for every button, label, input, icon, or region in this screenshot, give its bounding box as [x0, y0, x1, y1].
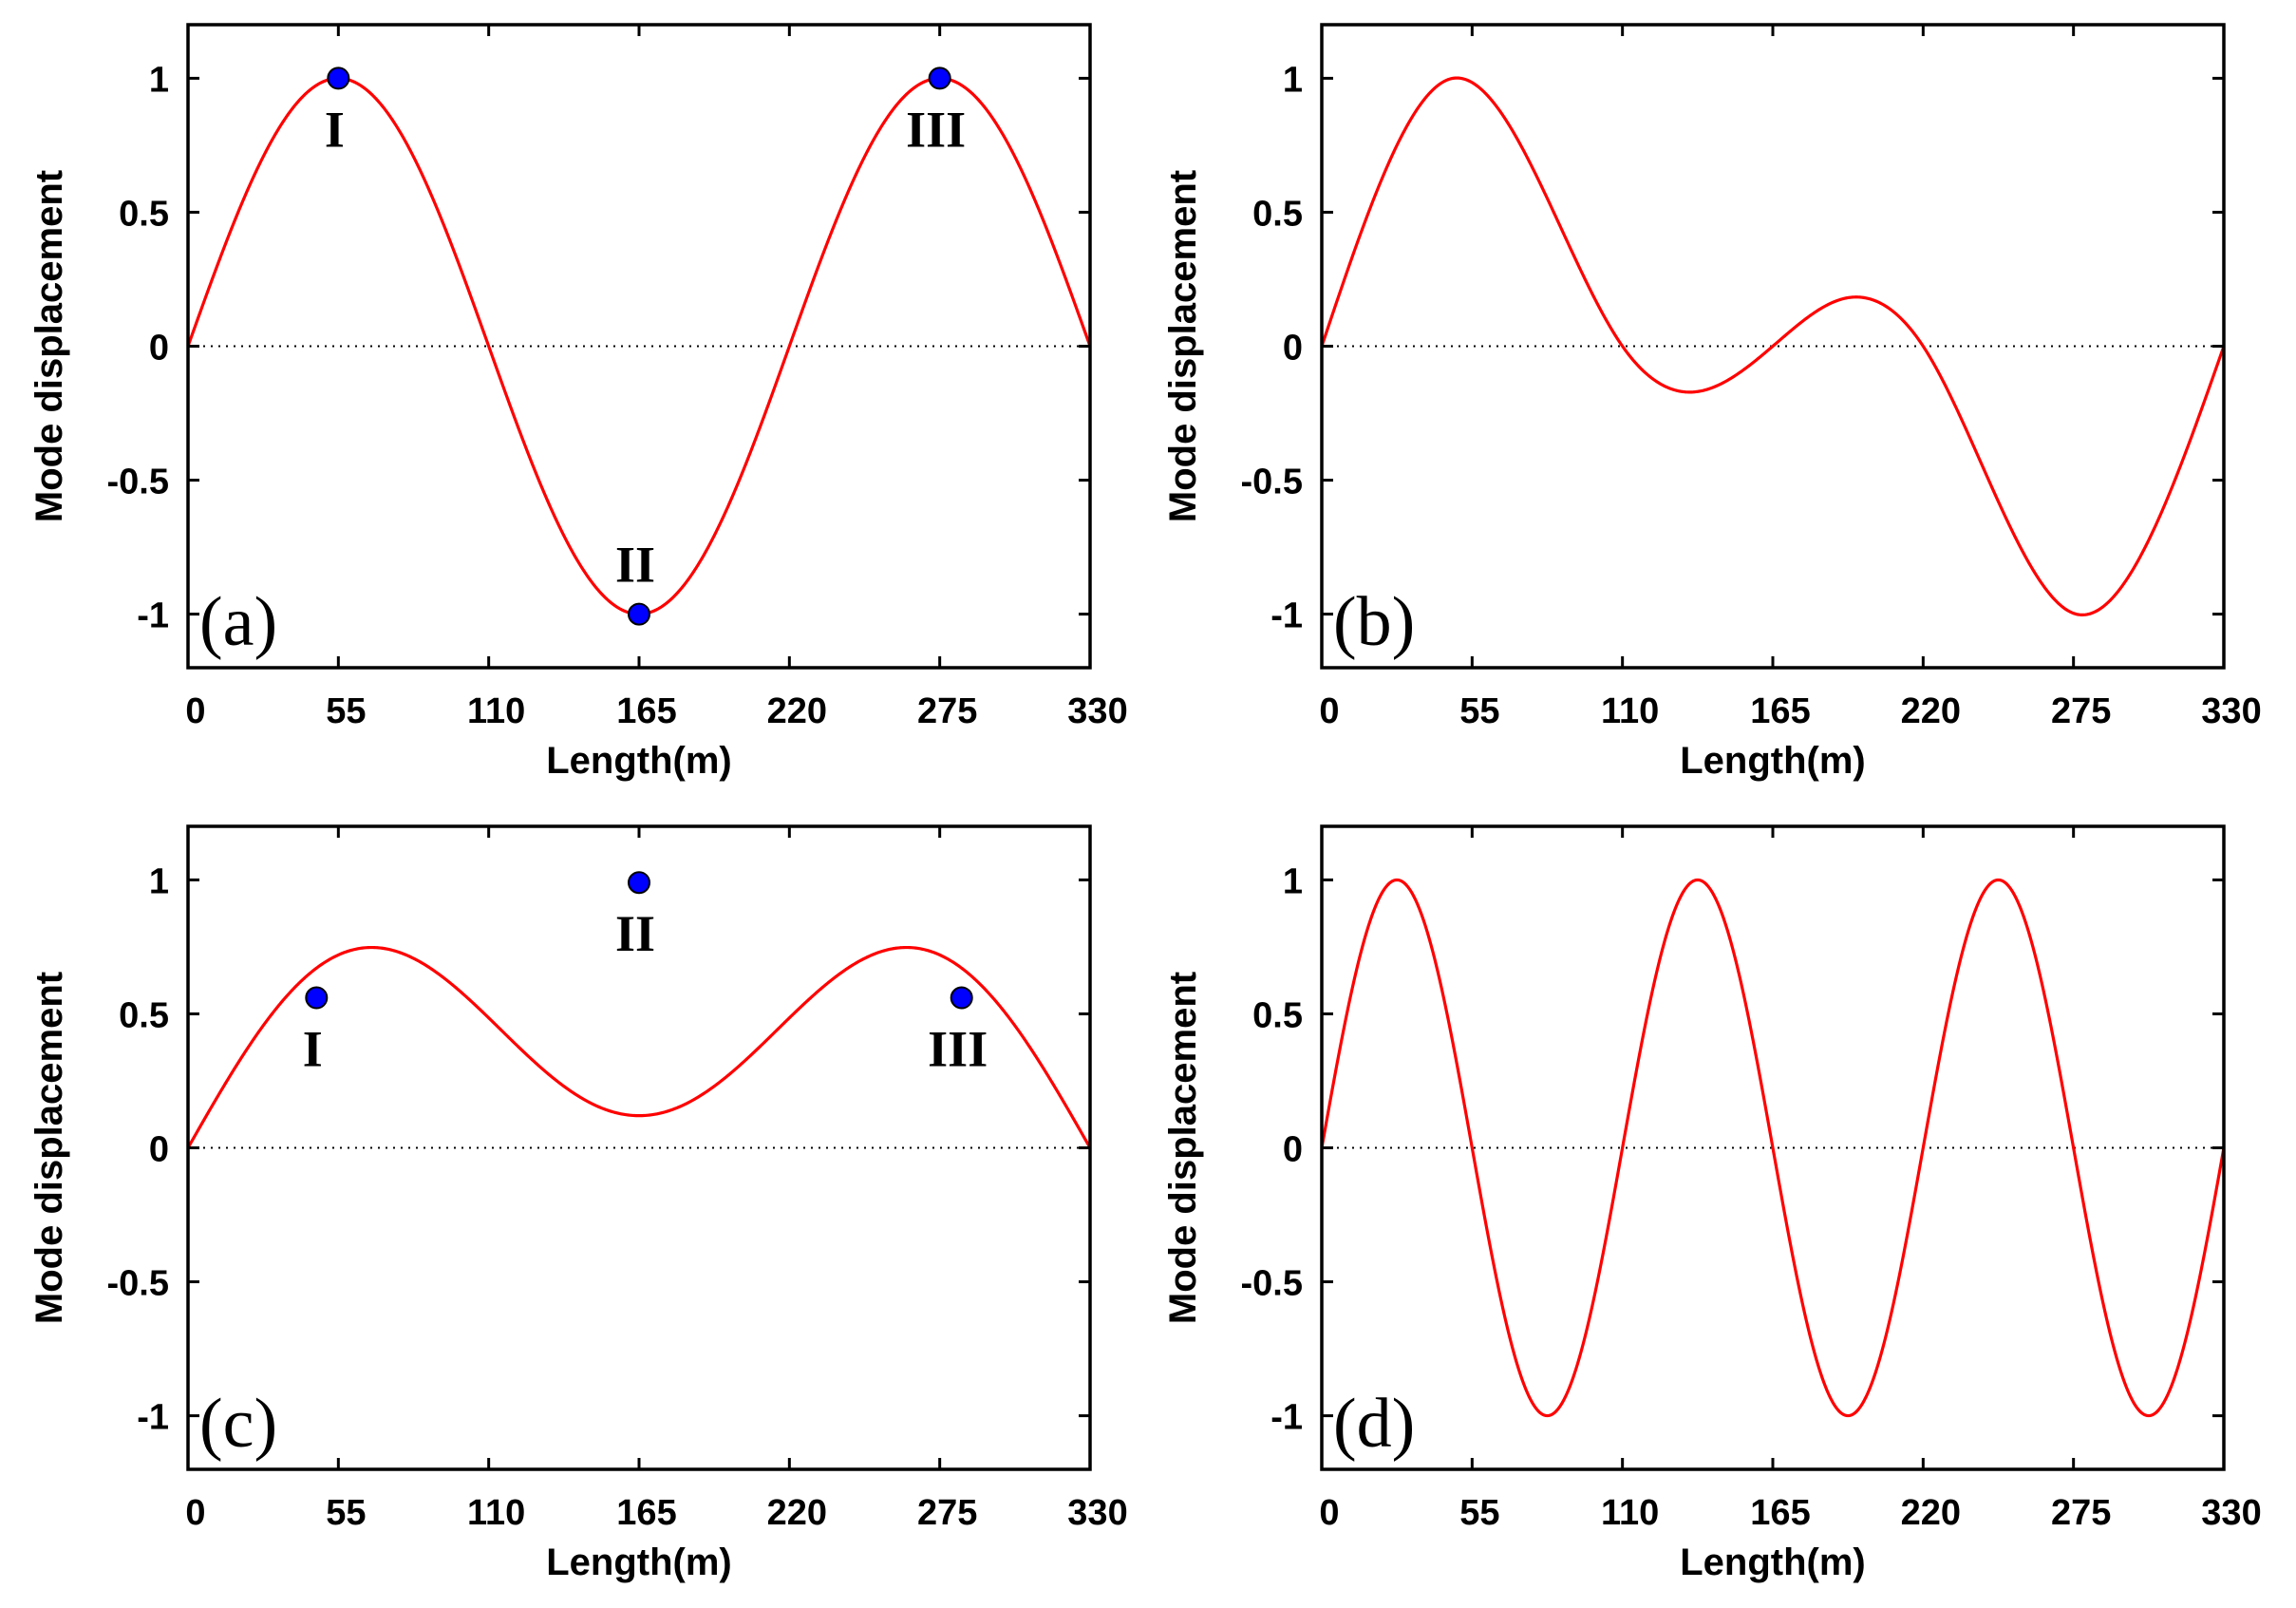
point-marker [327, 66, 350, 90]
x-axis-title: Length(m) [1680, 740, 1866, 782]
y-axis-title: Mode displacement [28, 972, 70, 1324]
y-axis-title: Mode displacement [28, 170, 70, 522]
y-tick-label: 1 [149, 861, 169, 901]
y-tick-label: -1 [1270, 596, 1303, 636]
panel-b: 0 55 110 165 220 275 330 1 0.5 0 -0.5 -1 Length(m) Mo… [1162, 23, 2262, 782]
x-tick-label: 330 [1067, 691, 1127, 731]
panel-label: (c) [199, 1385, 277, 1463]
x-tick-label: 165 [616, 1493, 676, 1533]
point-label: III [906, 101, 966, 158]
x-tick-label: 330 [1067, 1493, 1127, 1533]
point-label: III [928, 1021, 988, 1078]
y-tick-label: 1 [149, 60, 169, 100]
y-tick-label: 0.5 [119, 995, 169, 1035]
x-axis-title: Length(m) [1680, 1542, 1866, 1583]
y-tick-label: 0 [1283, 1130, 1303, 1170]
y-tick-label: 0.5 [1252, 194, 1303, 234]
point-label: II [615, 537, 655, 594]
x-tick-label: 220 [1901, 1493, 1961, 1533]
x-axis-title: Length(m) [546, 740, 732, 782]
panel-label: (b) [1333, 583, 1415, 661]
y-tick-label: -1 [137, 1398, 169, 1438]
y-tick-label: 0 [149, 329, 169, 369]
x-tick-label: 165 [616, 691, 676, 731]
x-tick-label: 55 [326, 1493, 366, 1533]
y-tick-label: -0.5 [1241, 1264, 1303, 1304]
x-tick-label: 220 [1901, 691, 1961, 731]
x-tick-label: 275 [917, 691, 977, 731]
x-tick-label: 110 [1601, 691, 1659, 731]
x-tick-label: 55 [1459, 691, 1499, 731]
panel-label: (a) [199, 583, 277, 661]
x-tick-label: 110 [467, 1493, 525, 1533]
y-tick-label: 0 [1283, 329, 1303, 369]
panel-d: 0 55 110 165 220 275 330 1 0.5 0 -0.5 -1 Length(m) Mo… [1162, 824, 2262, 1583]
y-tick-label: 0.5 [119, 194, 169, 234]
series-line [186, 945, 1092, 1149]
y-tick-label: 1 [1283, 60, 1303, 100]
y-tick-label: -0.5 [107, 1264, 169, 1304]
y-tick-label: 1 [1283, 861, 1303, 901]
point-marker [928, 66, 951, 90]
y-tick-label: -0.5 [107, 463, 169, 502]
series-line [1320, 76, 2226, 617]
series-line [1320, 878, 2226, 1418]
x-tick-label: 55 [326, 691, 366, 731]
x-tick-label: 220 [767, 1493, 827, 1533]
panel-label: (d) [1333, 1385, 1415, 1463]
x-tick-label: 165 [1750, 691, 1810, 731]
x-tick-label: 110 [1601, 1493, 1659, 1533]
series-line [186, 76, 1092, 616]
point-label: I [325, 101, 345, 158]
point-marker [305, 986, 329, 1010]
y-tick-label: -0.5 [1241, 463, 1303, 502]
point-marker [950, 986, 973, 1010]
y-axis-title: Mode displacement [1162, 170, 1204, 522]
x-tick-label: 275 [2051, 691, 2111, 731]
y-tick-label: 0 [149, 1130, 169, 1170]
x-tick-label: 275 [917, 1493, 977, 1533]
x-tick-label: 0 [1319, 1493, 1339, 1533]
x-tick-label: 275 [2051, 1493, 2111, 1533]
point-marker [628, 871, 650, 895]
x-tick-label: 0 [185, 1493, 205, 1533]
x-tick-label: 220 [767, 691, 827, 731]
panel-c: 0 55 110 165 220 275 330 1 0.5 0 -0.5 -1 Length(m) Mo… [28, 824, 1128, 1583]
point-label: II [615, 905, 655, 962]
point-label: I [303, 1021, 323, 1078]
x-tick-label: 55 [1459, 1493, 1499, 1533]
x-tick-label: 0 [1319, 691, 1339, 731]
x-tick-label: 110 [467, 691, 525, 731]
y-tick-label: 0.5 [1252, 995, 1303, 1035]
x-axis-title: Length(m) [546, 1542, 732, 1583]
x-tick-label: 0 [185, 691, 205, 731]
y-axis-title: Mode displacement [1162, 972, 1204, 1324]
x-tick-label: 330 [2201, 1493, 2261, 1533]
x-tick-label: 330 [2201, 691, 2261, 731]
y-tick-label: -1 [1270, 1398, 1303, 1438]
x-tick-label: 165 [1750, 1493, 1810, 1533]
panel-a: 0 55 110 165 220 275 330 1 0.5 0 -0.5 -1 Length(m) Mo… [28, 23, 1128, 782]
point-marker [628, 602, 650, 626]
y-tick-label: -1 [137, 596, 169, 636]
